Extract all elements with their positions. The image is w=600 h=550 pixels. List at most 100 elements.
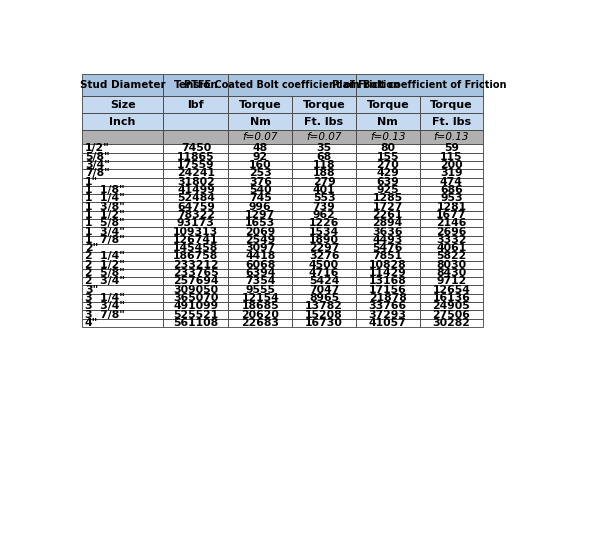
- Text: 525521: 525521: [173, 310, 218, 320]
- Bar: [356, 178, 419, 186]
- Text: 13168: 13168: [369, 276, 407, 287]
- Bar: [419, 169, 483, 178]
- Bar: [82, 113, 163, 130]
- Bar: [292, 186, 356, 194]
- Bar: [82, 144, 163, 153]
- Bar: [163, 161, 229, 169]
- Bar: [292, 113, 356, 130]
- Bar: [229, 219, 292, 227]
- Bar: [419, 277, 483, 285]
- Text: 953: 953: [440, 193, 463, 204]
- Text: 2": 2": [85, 243, 98, 253]
- Text: 80: 80: [380, 144, 395, 153]
- Text: 2297: 2297: [309, 243, 339, 253]
- Text: f=0.13: f=0.13: [370, 133, 406, 142]
- Text: 59: 59: [444, 144, 459, 153]
- Text: 1  1/2": 1 1/2": [85, 210, 125, 220]
- Text: 2894: 2894: [373, 218, 403, 228]
- Bar: [419, 269, 483, 277]
- Bar: [356, 113, 419, 130]
- Text: 7450: 7450: [181, 144, 211, 153]
- Text: 2696: 2696: [436, 227, 467, 236]
- Text: 1281: 1281: [436, 202, 466, 212]
- Bar: [419, 186, 483, 194]
- Text: 48: 48: [253, 144, 268, 153]
- Text: Torque: Torque: [430, 100, 473, 110]
- Bar: [356, 161, 419, 169]
- Text: 8965: 8965: [309, 293, 339, 303]
- Bar: [229, 144, 292, 153]
- Text: f=0.13: f=0.13: [434, 133, 469, 142]
- Bar: [292, 219, 356, 227]
- Bar: [229, 302, 292, 310]
- Text: f=0.07: f=0.07: [242, 133, 278, 142]
- Bar: [163, 202, 229, 211]
- Bar: [163, 169, 229, 178]
- Bar: [163, 318, 229, 327]
- Bar: [163, 130, 229, 144]
- Text: 37293: 37293: [369, 310, 407, 320]
- Bar: [419, 113, 483, 130]
- Bar: [292, 277, 356, 285]
- Bar: [356, 227, 419, 235]
- Text: 1  1/4": 1 1/4": [85, 193, 125, 204]
- Text: 41057: 41057: [369, 318, 407, 328]
- Bar: [419, 130, 483, 144]
- Bar: [292, 261, 356, 269]
- Bar: [163, 261, 229, 269]
- Text: 1727: 1727: [373, 202, 403, 212]
- Text: 93173: 93173: [177, 218, 215, 228]
- Text: 4": 4": [85, 318, 98, 328]
- Text: 1  7/8": 1 7/8": [85, 235, 125, 245]
- Bar: [229, 186, 292, 194]
- Text: Nm: Nm: [377, 117, 398, 127]
- Text: 20620: 20620: [241, 310, 279, 320]
- Text: 2549: 2549: [245, 235, 275, 245]
- Text: 1297: 1297: [245, 210, 275, 220]
- Text: 186758: 186758: [173, 251, 218, 261]
- Bar: [163, 219, 229, 227]
- Bar: [229, 261, 292, 269]
- Text: 16136: 16136: [433, 293, 470, 303]
- Text: 78322: 78322: [177, 210, 215, 220]
- Text: 7851: 7851: [373, 251, 403, 261]
- Text: 12154: 12154: [241, 293, 279, 303]
- Text: 12654: 12654: [433, 284, 470, 295]
- Bar: [163, 96, 229, 113]
- Bar: [356, 277, 419, 285]
- Text: 145458: 145458: [173, 243, 218, 253]
- Bar: [82, 318, 163, 327]
- Bar: [82, 285, 163, 294]
- Bar: [82, 227, 163, 235]
- Bar: [419, 235, 483, 244]
- Bar: [356, 74, 483, 96]
- Text: 2261: 2261: [373, 210, 403, 220]
- Text: lbf: lbf: [188, 100, 204, 110]
- Text: Ft. lbs: Ft. lbs: [304, 117, 344, 127]
- Text: 3097: 3097: [245, 243, 275, 253]
- Bar: [419, 178, 483, 186]
- Text: 1  3/4": 1 3/4": [85, 227, 125, 236]
- Bar: [229, 244, 292, 252]
- Bar: [82, 211, 163, 219]
- Text: 41499: 41499: [177, 185, 215, 195]
- Bar: [292, 211, 356, 219]
- Text: 540: 540: [249, 185, 272, 195]
- Text: 1534: 1534: [309, 227, 339, 236]
- Text: 962: 962: [313, 210, 335, 220]
- Text: 52484: 52484: [177, 193, 215, 204]
- Text: 27506: 27506: [433, 310, 470, 320]
- Bar: [356, 130, 419, 144]
- Bar: [356, 261, 419, 269]
- Bar: [163, 74, 229, 96]
- Bar: [229, 235, 292, 244]
- Bar: [163, 269, 229, 277]
- Bar: [229, 318, 292, 327]
- Bar: [229, 161, 292, 169]
- Bar: [82, 302, 163, 310]
- Bar: [419, 144, 483, 153]
- Text: 1": 1": [85, 177, 98, 186]
- Text: 30282: 30282: [433, 318, 470, 328]
- Bar: [229, 194, 292, 202]
- Bar: [82, 96, 163, 113]
